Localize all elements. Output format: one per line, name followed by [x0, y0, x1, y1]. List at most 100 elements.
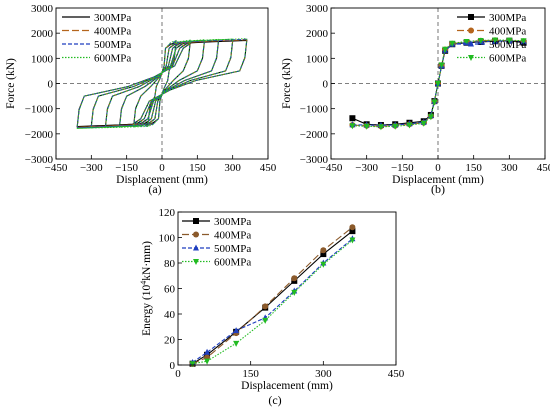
b-legend-marker	[468, 14, 474, 20]
a-x-tick-label: −450	[45, 162, 68, 174]
c-data-point	[349, 224, 356, 231]
a-legend-label: 600MPa	[94, 53, 131, 65]
a-panel-label: (a)	[148, 182, 161, 196]
a-y-tick-label: −1000	[25, 104, 54, 116]
b-y-tick-label: 2000	[306, 28, 329, 40]
c-y-tick-label: 20	[164, 335, 176, 347]
a-x-tick-label: 450	[260, 162, 277, 174]
b-data-point	[463, 38, 470, 45]
b-y-tick-label: 3000	[306, 3, 329, 15]
c-data-point	[291, 275, 298, 282]
c-legend-marker	[193, 218, 199, 224]
c-data-point	[320, 251, 327, 258]
c-x-tick-label: 450	[388, 368, 405, 380]
c-data-point	[204, 348, 211, 355]
c-y-tick-label: 60	[164, 284, 176, 296]
b-data-point	[392, 123, 399, 130]
b-data-point	[442, 46, 449, 53]
a-legend-label: 300MPa	[94, 12, 131, 24]
c-legend-marker	[193, 231, 199, 238]
b-x-axis-label: Displacement (mm)	[392, 174, 484, 186]
b-data-point	[449, 40, 456, 47]
c-y-axis-label: Energy (104kN·mm)	[139, 241, 154, 336]
panel-c: 0 150 300 450 0 20 40 60 80 100 120 Displacement (m…	[139, 207, 405, 407]
c-data-point	[233, 327, 240, 334]
b-legend-marker	[468, 55, 474, 61]
c-y-tick-label: 40	[164, 309, 176, 321]
b-data-point	[435, 81, 441, 87]
b-legend-label: 300MPa	[489, 12, 526, 24]
c-x-tick-label: 0	[175, 368, 181, 380]
c-x-axis-label: Displacement (mm)	[241, 380, 333, 392]
b-legend-marker	[468, 40, 474, 47]
b-data-point	[420, 120, 427, 127]
b-data-point	[427, 114, 434, 121]
b-x-tick-label: 300	[501, 162, 518, 174]
a-x-tick-label: 0	[159, 162, 165, 174]
b-legend-label: 400MPa	[489, 26, 526, 38]
c-data-point	[233, 340, 240, 347]
a-series-line	[76, 38, 248, 129]
c-data-point	[320, 247, 327, 254]
a-y-axis-label: Force (kN)	[5, 58, 17, 109]
b-y-tick-label: 1000	[306, 53, 329, 65]
c-legend-label: 500MPa	[214, 243, 251, 255]
b-data-point	[363, 123, 370, 130]
c-legend-marker	[193, 244, 199, 251]
b-legend-label: 500MPa	[489, 39, 526, 51]
c-data-point	[204, 358, 211, 365]
b-x-tick-label: 450	[537, 162, 550, 174]
b-data-point	[520, 38, 527, 45]
panel-b: −450 −300 −150 0 150 300 450 −3000 −2000 −1000 0 10…	[281, 3, 550, 196]
a-y-tick-label: −2000	[25, 129, 54, 141]
b-y-tick-label: −3000	[300, 154, 329, 166]
c-data-point	[291, 289, 298, 296]
c-y-tick-label: 0	[170, 360, 176, 372]
b-data-point	[492, 37, 499, 44]
b-data-point	[349, 123, 356, 130]
c-data-point	[189, 361, 196, 368]
b-legend-marker	[468, 27, 474, 34]
c-y-tick-label: 100	[159, 233, 176, 245]
b-data-point	[377, 124, 384, 131]
a-x-tick-label: 300	[224, 162, 241, 174]
b-data-point	[506, 37, 513, 44]
a-x-tick-label: 150	[189, 162, 206, 174]
c-x-tick-label: 150	[242, 368, 259, 380]
b-data-point	[431, 99, 438, 106]
a-legend-label: 500MPa	[94, 39, 131, 51]
b-data-point	[406, 122, 413, 129]
b-y-tick-label: −2000	[300, 129, 329, 141]
panel-a: −450 −300 −150 0 150 300 450 −3000 −2000 −1000 0 10…	[5, 3, 277, 196]
b-data-point	[349, 115, 356, 122]
b-data-point	[438, 62, 445, 69]
c-panel-label: (c)	[268, 393, 281, 407]
b-y-tick-label: −1000	[300, 104, 329, 116]
b-y-tick-label: 0	[323, 79, 329, 91]
a-y-tick-label: −3000	[25, 154, 54, 166]
c-legend-label: 300MPa	[214, 216, 251, 228]
b-x-tick-label: 0	[435, 162, 441, 174]
c-legend-label: 400MPa	[214, 230, 251, 242]
a-x-tick-label: −300	[80, 162, 103, 174]
c-data-point	[262, 303, 269, 310]
b-data-point	[477, 37, 484, 44]
a-y-tick-label: 0	[48, 79, 54, 91]
b-x-tick-label: 150	[465, 162, 482, 174]
b-x-tick-label: −300	[355, 162, 378, 174]
b-x-tick-label: −150	[391, 162, 414, 174]
a-legend-label: 400MPa	[94, 26, 131, 38]
b-y-axis-label: Force (kN)	[281, 58, 293, 109]
a-y-tick-label: 3000	[31, 3, 54, 15]
b-legend-label: 600MPa	[489, 53, 526, 65]
c-legend-marker	[193, 259, 199, 265]
c-y-tick-label: 80	[164, 258, 176, 270]
b-x-tick-label: −450	[320, 162, 343, 174]
c-data-point	[262, 317, 269, 324]
c-data-point	[349, 228, 356, 235]
c-y-tick-label: 120	[159, 207, 176, 219]
c-data-point	[320, 261, 327, 268]
c-plot-frame	[177, 211, 397, 366]
c-data-point	[349, 237, 356, 244]
